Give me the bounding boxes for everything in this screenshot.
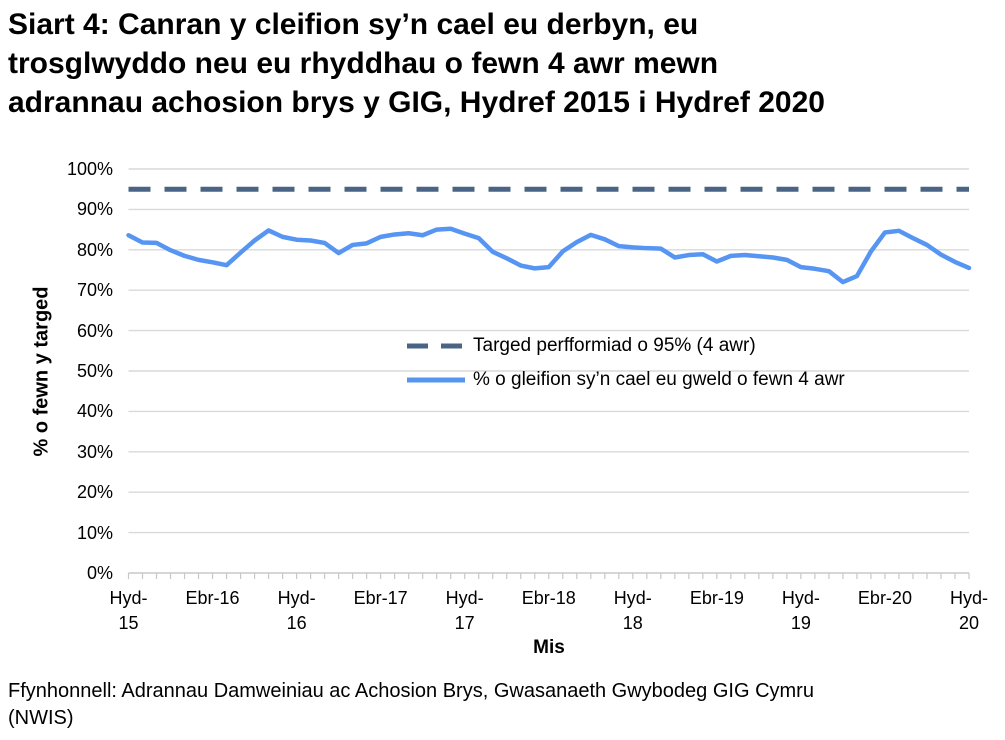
x-tick-label: Hyd- 16 (252, 586, 342, 636)
y-tick-label: 30% (76, 441, 113, 462)
x-tick-label: Ebr-18 (504, 586, 594, 611)
y-tick-label: 90% (76, 199, 113, 220)
x-tick-label-line: 19 (790, 613, 811, 633)
source-note: Ffynhonnell: Adrannau Damweiniau ac Acho… (8, 678, 1000, 732)
x-tick-label-line: Hyd- (445, 588, 484, 608)
y-axis-title: % o fewn y targed (30, 286, 53, 457)
x-tick-label: Hyd- 18 (588, 586, 678, 636)
source-note-line-1: Ffynhonnell: Adrannau Damweiniau ac Acho… (8, 680, 814, 702)
x-axis-title: Mis (533, 637, 565, 658)
x-tick-label-line: 15 (118, 613, 139, 633)
y-tick-label: 80% (76, 239, 113, 260)
x-tick-label-line: 17 (454, 613, 475, 633)
x-tick-label-line: 18 (622, 613, 643, 633)
x-tick-label-line: 20 (958, 613, 980, 633)
y-tick-label: 20% (76, 482, 113, 503)
x-tick-label: Ebr-17 (336, 586, 426, 611)
y-tick-label: 40% (76, 401, 113, 422)
series-line (126, 226, 972, 285)
legend: Targed perfformiad o 95% (4 awr) % o gle… (406, 335, 845, 390)
chart-title-line-3: adrannau achosion brys y GIG, Hydref 201… (8, 86, 825, 119)
x-tick-label-line: Hyd- (949, 588, 988, 608)
x-tick-label: Hyd- 17 (420, 586, 510, 636)
y-tick-label: 60% (76, 320, 113, 341)
y-tick-label: 100% (66, 159, 113, 179)
x-tick-label: Hyd- 19 (756, 586, 846, 636)
x-tick-label-line: Ebr-17 (353, 588, 408, 608)
x-tick-label-line: Ebr-18 (521, 588, 576, 608)
y-tick-label: 50% (76, 361, 113, 381)
legend-label-target: Targed perfformiad o 95% (4 awr) (473, 335, 756, 356)
y-tick-label: 0% (86, 563, 113, 583)
y-tick-label: 70% (76, 280, 113, 301)
x-tick-label: Hyd- 20 (924, 586, 1005, 636)
target-line-swatch (407, 343, 469, 349)
legend-row-target: Targed perfformiad o 95% (4 awr) (406, 335, 845, 356)
x-tick-label-line: 16 (286, 613, 307, 633)
source-note-line-2: (NWIS) (8, 707, 74, 729)
chart-title: Siart 4: Canran y cleifion sy’n cael eu … (8, 5, 1000, 122)
x-tick-label: Ebr-19 (672, 586, 762, 611)
x-tick-label-line: Hyd- (109, 588, 148, 608)
chart-title-line-1: Siart 4: Canran y cleifion sy’n cael eu … (8, 8, 699, 41)
x-tick-label-line: Ebr-19 (689, 588, 744, 608)
x-tick-label-line: Ebr-16 (185, 588, 240, 608)
x-tick-label-line: Hyd- (781, 588, 820, 608)
legend-row-series: % o gleifion sy’n cael eu gweld o fewn 4… (406, 369, 845, 390)
x-tick-label-line: Hyd- (277, 588, 316, 608)
x-tick-label-line: Ebr-20 (857, 588, 912, 608)
x-tick-label: Hyd- 15 (84, 586, 174, 636)
x-tick-label: Ebr-16 (168, 586, 258, 611)
x-tick-label: Ebr-20 (840, 586, 930, 611)
chart-title-line-2: trosglwyddo neu eu rhyddhau o fewn 4 awr… (8, 47, 719, 80)
legend-label-series: % o gleifion sy’n cael eu gweld o fewn 4… (473, 369, 845, 390)
series-line-swatch (407, 377, 465, 383)
y-tick-label: 10% (76, 522, 113, 543)
x-tick-label-line: Hyd- (613, 588, 652, 608)
